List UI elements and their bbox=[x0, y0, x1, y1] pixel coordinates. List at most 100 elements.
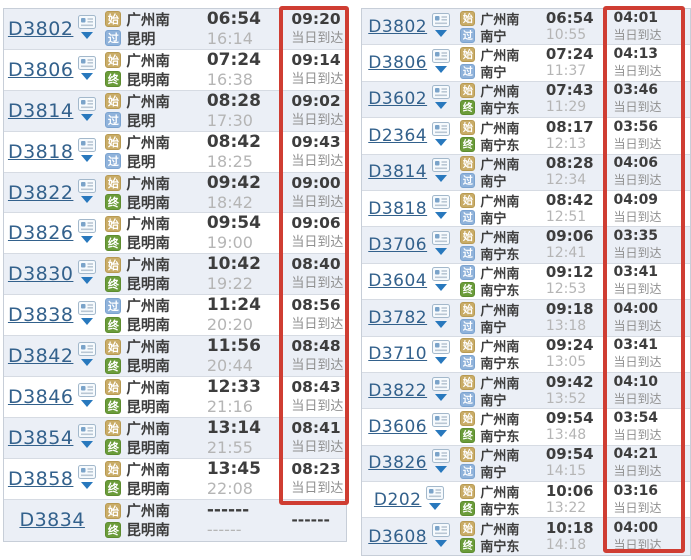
seat-info-card-icon[interactable] bbox=[78, 219, 97, 234]
train-number-link[interactable]: D3838 bbox=[7, 304, 74, 327]
expand-arrow-icon[interactable] bbox=[435, 138, 448, 146]
arrival-day-note: 当日到达 bbox=[613, 537, 662, 552]
train-number-link[interactable]: D3802 bbox=[368, 16, 428, 37]
train-number-link[interactable]: D3818 bbox=[368, 198, 428, 219]
seat-info-card-icon[interactable] bbox=[78, 55, 97, 70]
train-number-link[interactable]: D3802 bbox=[7, 17, 74, 40]
seat-info-card-icon[interactable] bbox=[78, 301, 97, 316]
seat-info-card-icon[interactable] bbox=[432, 412, 451, 427]
seat-info-card-icon[interactable] bbox=[432, 231, 451, 246]
expand-arrow-icon[interactable] bbox=[81, 318, 94, 326]
seat-info-card-icon[interactable] bbox=[432, 158, 451, 173]
expand-arrow-icon[interactable] bbox=[429, 502, 442, 510]
expand-arrow-icon[interactable] bbox=[81, 359, 94, 367]
seat-info-card-icon[interactable] bbox=[432, 121, 451, 136]
expand-arrow-icon[interactable] bbox=[435, 357, 448, 365]
expand-arrow-icon[interactable] bbox=[435, 393, 448, 401]
seat-info-card-icon[interactable] bbox=[432, 12, 451, 27]
train-number-link[interactable]: D3806 bbox=[7, 58, 74, 81]
expand-arrow-icon[interactable] bbox=[81, 440, 94, 448]
expand-arrow-icon[interactable] bbox=[435, 211, 448, 219]
travel-duration: 08:40 bbox=[291, 255, 341, 274]
seat-info-card-icon[interactable] bbox=[432, 303, 451, 318]
seat-info-card-icon[interactable] bbox=[78, 14, 97, 29]
train-number-link[interactable]: D3834 bbox=[19, 509, 85, 532]
train-number-link[interactable]: D2364 bbox=[368, 125, 428, 146]
seat-info-card-icon[interactable] bbox=[78, 382, 97, 397]
expand-arrow-icon[interactable] bbox=[81, 154, 94, 162]
train-number-link[interactable]: D3604 bbox=[368, 271, 428, 292]
train-number-link[interactable]: D3858 bbox=[7, 467, 74, 490]
train-number-link[interactable]: D3706 bbox=[368, 235, 428, 256]
destination-station: 过南宁 bbox=[460, 27, 543, 45]
seat-info-card-icon[interactable] bbox=[78, 96, 97, 111]
train-number-cell: D3782 bbox=[362, 300, 456, 335]
train-number-link[interactable]: D3854 bbox=[7, 426, 74, 449]
train-number-link[interactable]: D202 bbox=[373, 489, 422, 510]
expand-arrow-icon[interactable] bbox=[81, 195, 94, 203]
train-number-cell: D3802 bbox=[362, 9, 456, 44]
seat-info-card-icon[interactable] bbox=[432, 49, 451, 64]
expand-arrow-icon[interactable] bbox=[435, 248, 448, 256]
expand-arrow-icon[interactable] bbox=[81, 72, 94, 80]
seat-info-card-icon[interactable] bbox=[78, 178, 97, 193]
train-number-link[interactable]: D3822 bbox=[368, 380, 428, 401]
expand-arrow-icon[interactable] bbox=[435, 429, 448, 437]
train-number-link[interactable]: D3608 bbox=[368, 526, 428, 547]
train-number-link[interactable]: D3782 bbox=[368, 307, 428, 328]
train-number-link[interactable]: D3826 bbox=[368, 453, 428, 474]
train-number-link[interactable]: D3830 bbox=[7, 263, 74, 286]
seat-info-card-icon[interactable] bbox=[426, 485, 445, 500]
seat-info-card-icon[interactable] bbox=[78, 260, 97, 275]
train-number-link[interactable]: D3602 bbox=[368, 89, 428, 110]
train-row: D3802 始广州南过昆明 06:54 16:14 09:20 当日到达 bbox=[4, 9, 346, 50]
expand-arrow-icon[interactable] bbox=[435, 29, 448, 37]
expand-arrow-icon[interactable] bbox=[81, 236, 94, 244]
train-number-link[interactable]: D3710 bbox=[368, 344, 428, 365]
train-number-link[interactable]: D3814 bbox=[368, 162, 428, 183]
train-number-link[interactable]: D3818 bbox=[7, 140, 74, 163]
seat-info-card-icon[interactable] bbox=[78, 342, 97, 357]
expand-arrow-icon[interactable] bbox=[435, 66, 448, 74]
seat-info-card-icon[interactable] bbox=[78, 137, 97, 152]
destination-station: 过昆明 bbox=[105, 152, 187, 171]
arrival-time: 12:53 bbox=[545, 281, 587, 298]
expand-arrow-icon[interactable] bbox=[81, 481, 94, 489]
train-number-link[interactable]: D3826 bbox=[7, 222, 74, 245]
expand-arrow-icon[interactable] bbox=[81, 399, 94, 407]
train-number-link[interactable]: D3846 bbox=[7, 385, 74, 408]
origin-station-name: 广州南 bbox=[480, 85, 520, 101]
expand-arrow-icon[interactable] bbox=[435, 466, 448, 474]
travel-duration: 09:20 bbox=[291, 9, 341, 28]
seat-info-card-icon[interactable] bbox=[78, 464, 97, 479]
seat-info-card-icon[interactable] bbox=[432, 194, 451, 209]
train-row-icons bbox=[78, 301, 97, 326]
train-number-link[interactable]: D3814 bbox=[7, 99, 74, 122]
train-number-link[interactable]: D3842 bbox=[7, 345, 74, 368]
seat-info-card-icon[interactable] bbox=[432, 340, 451, 355]
seat-info-card-icon[interactable] bbox=[432, 85, 451, 100]
destination-station: 过南宁 bbox=[460, 209, 543, 227]
expand-arrow-icon[interactable] bbox=[81, 31, 94, 39]
seat-info-card-icon[interactable] bbox=[432, 522, 451, 537]
origin-station: 始广州南 bbox=[105, 337, 187, 356]
expand-arrow-icon[interactable] bbox=[435, 320, 448, 328]
expand-arrow-icon[interactable] bbox=[435, 102, 448, 110]
seat-info-card-icon[interactable] bbox=[432, 267, 451, 282]
train-number-link[interactable]: D3806 bbox=[368, 53, 428, 74]
seat-info-card-icon[interactable] bbox=[432, 376, 451, 391]
travel-duration: 03:16 bbox=[613, 482, 659, 499]
expand-arrow-icon[interactable] bbox=[81, 277, 94, 285]
expand-arrow-icon[interactable] bbox=[435, 175, 448, 183]
seat-info-card-icon[interactable] bbox=[432, 449, 451, 464]
expand-arrow-icon[interactable] bbox=[435, 284, 448, 292]
expand-arrow-icon[interactable] bbox=[435, 539, 448, 547]
seat-info-card-icon[interactable] bbox=[78, 423, 97, 438]
train-number-link[interactable]: D3822 bbox=[7, 181, 74, 204]
train-row: D3838 过广州南终昆明南 11:24 20:20 08:56 当日到达 bbox=[4, 295, 346, 337]
origin-station: 始广州南 bbox=[460, 155, 543, 173]
travel-duration: 04:21 bbox=[613, 446, 659, 463]
train-number-link[interactable]: D3606 bbox=[368, 416, 428, 437]
expand-arrow-icon[interactable] bbox=[81, 113, 94, 121]
train-row-icons bbox=[78, 55, 97, 80]
